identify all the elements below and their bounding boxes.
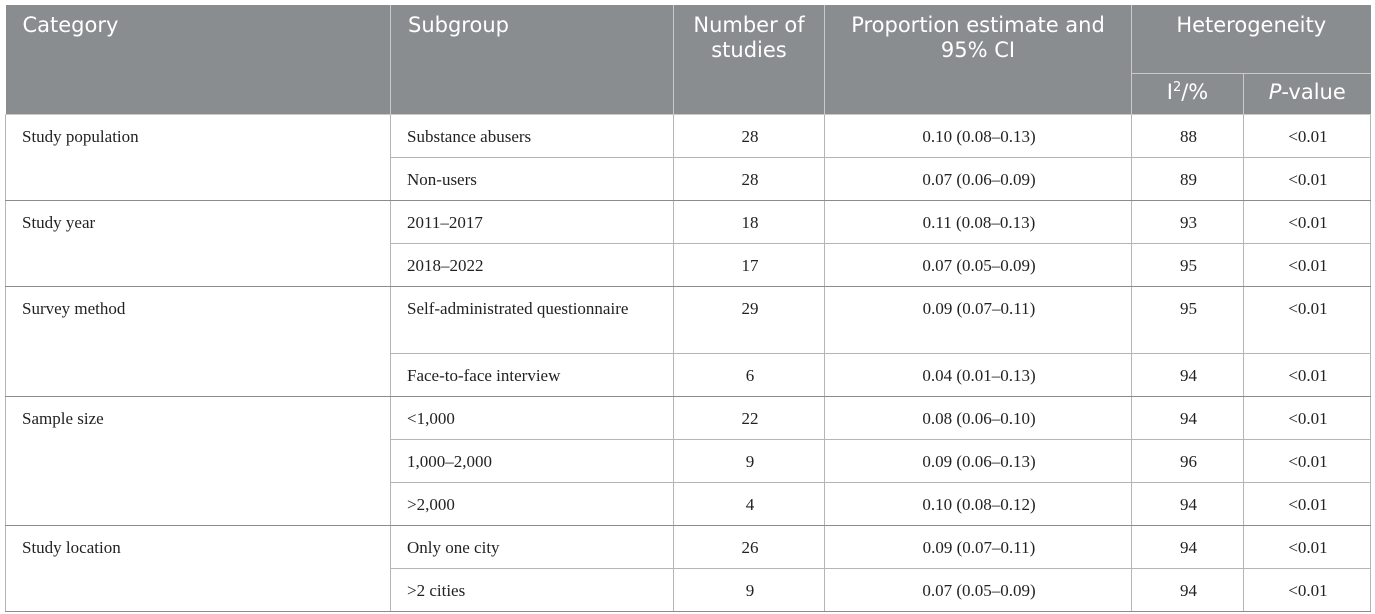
table-row: 1,000–2,000 9 0.09 (0.06–0.13) 96 <0.01 — [6, 439, 1371, 483]
header-i2-suffix: /% — [1181, 80, 1209, 104]
p-value-cell: <0.01 — [1243, 482, 1371, 526]
table-row: >2 cities 9 0.07 (0.05–0.09) 94 <0.01 — [6, 568, 1371, 612]
category-cell: Study population — [5, 114, 391, 201]
proportion-estimate-cell: 0.09 (0.07–0.11) — [824, 525, 1132, 569]
i2-cell: 94 — [1131, 568, 1244, 612]
proportion-estimate-cell: 0.10 (0.08–0.12) — [824, 482, 1132, 526]
proportion-estimate-cell: 0.08 (0.06–0.10) — [824, 396, 1132, 440]
subgroup-cell: Only one city — [390, 525, 674, 569]
subgroup-cell: Non-users — [390, 157, 674, 201]
number-of-studies-cell: 28 — [673, 114, 825, 158]
table-row: Non-users 28 0.07 (0.06–0.09) 89 <0.01 — [6, 157, 1371, 201]
header-p-value: P-value — [1243, 73, 1371, 115]
number-of-studies-cell: 26 — [673, 525, 825, 569]
i2-cell: 94 — [1131, 482, 1244, 526]
i2-cell: 89 — [1131, 157, 1244, 201]
number-of-studies-cell: 4 — [673, 482, 825, 526]
table-header: Category Subgroup Number of studies Prop… — [5, 5, 1371, 115]
subgroup-cell: >2,000 — [390, 482, 674, 526]
i2-cell: 95 — [1131, 286, 1244, 354]
p-value-cell: <0.01 — [1243, 114, 1371, 158]
proportion-estimate-cell: 0.09 (0.06–0.13) — [824, 439, 1132, 483]
i2-cell: 94 — [1131, 353, 1244, 397]
header-i2: I2/% — [1131, 73, 1244, 115]
i2-cell: 95 — [1131, 243, 1244, 287]
number-of-studies-cell: 18 — [673, 200, 825, 244]
header-i2-base: I — [1166, 80, 1173, 104]
p-value-cell: <0.01 — [1243, 200, 1371, 244]
proportion-estimate-cell: 0.07 (0.05–0.09) — [824, 568, 1132, 612]
header-p-italic: P — [1268, 80, 1282, 104]
table-row: Study year 2011–2017 18 0.11 (0.08–0.13)… — [5, 200, 1371, 287]
i2-cell: 94 — [1131, 396, 1244, 440]
category-cell: Sample size — [5, 396, 391, 526]
table-row: Face-to-face interview 6 0.04 (0.01–0.13… — [6, 353, 1371, 397]
category-cell: Study location — [5, 525, 391, 612]
i2-cell: 88 — [1131, 114, 1244, 158]
subgroup-cell: Substance abusers — [390, 114, 674, 158]
subgroup-cell: Self-administrated questionnaire — [390, 286, 674, 354]
proportion-estimate-cell: 0.04 (0.01–0.13) — [824, 353, 1132, 397]
header-subgroup: Subgroup — [390, 5, 674, 115]
proportion-estimate-cell: 0.11 (0.08–0.13) — [824, 200, 1132, 244]
i2-cell: 93 — [1131, 200, 1244, 244]
proportion-estimate-cell: 0.10 (0.08–0.13) — [824, 114, 1132, 158]
i2-cell: 94 — [1131, 525, 1244, 569]
proportion-estimate-cell: 0.07 (0.05–0.09) — [824, 243, 1132, 287]
p-value-cell: <0.01 — [1243, 525, 1371, 569]
number-of-studies-cell: 17 — [673, 243, 825, 287]
header-i2-superscript: 2 — [1172, 80, 1182, 95]
category-cell: Survey method — [5, 286, 391, 397]
subgroup-cell: 2018–2022 — [390, 243, 674, 287]
number-of-studies-cell: 9 — [673, 568, 825, 612]
table-body: Study population Substance abusers 28 0.… — [5, 114, 1371, 612]
number-of-studies-cell: 22 — [673, 396, 825, 440]
table-row: Sample size <1,000 22 0.08 (0.06–0.10) 9… — [5, 396, 1371, 526]
subgroup-analysis-table: Category Subgroup Number of studies Prop… — [5, 5, 1371, 612]
header-number-of-studies: Number of studies — [673, 5, 825, 115]
subgroup-cell: Face-to-face interview — [390, 353, 674, 397]
i2-cell: 96 — [1131, 439, 1244, 483]
p-value-cell: <0.01 — [1243, 439, 1371, 483]
p-value-cell: <0.01 — [1243, 157, 1371, 201]
number-of-studies-cell: 28 — [673, 157, 825, 201]
header-category: Category — [5, 5, 391, 115]
table-row: Study location Only one city 26 0.09 (0.… — [5, 525, 1371, 612]
p-value-cell: <0.01 — [1243, 243, 1371, 287]
subgroup-cell: 1,000–2,000 — [390, 439, 674, 483]
table-row: Study population Substance abusers 28 0.… — [5, 114, 1371, 201]
number-of-studies-cell: 9 — [673, 439, 825, 483]
subgroup-cell: <1,000 — [390, 396, 674, 440]
subgroup-cell: >2 cities — [390, 568, 674, 612]
table-row: Survey method Self-administrated questio… — [5, 286, 1371, 397]
proportion-estimate-cell: 0.09 (0.07–0.11) — [824, 286, 1132, 354]
p-value-cell: <0.01 — [1243, 286, 1371, 354]
table-row: >2,000 4 0.10 (0.08–0.12) 94 <0.01 — [6, 482, 1371, 526]
p-value-cell: <0.01 — [1243, 353, 1371, 397]
header-heterogeneity: Heterogeneity — [1131, 5, 1371, 74]
subgroup-cell: 2011–2017 — [390, 200, 674, 244]
p-value-cell: <0.01 — [1243, 396, 1371, 440]
number-of-studies-cell: 29 — [673, 286, 825, 354]
header-proportion-estimate: Proportion estimate and 95% CI — [824, 5, 1132, 115]
category-cell: Study year — [5, 200, 391, 287]
number-of-studies-cell: 6 — [673, 353, 825, 397]
header-p-suffix: -value — [1281, 80, 1346, 104]
proportion-estimate-cell: 0.07 (0.06–0.09) — [824, 157, 1132, 201]
p-value-cell: <0.01 — [1243, 568, 1371, 612]
table-row: 2018–2022 17 0.07 (0.05–0.09) 95 <0.01 — [6, 243, 1371, 287]
